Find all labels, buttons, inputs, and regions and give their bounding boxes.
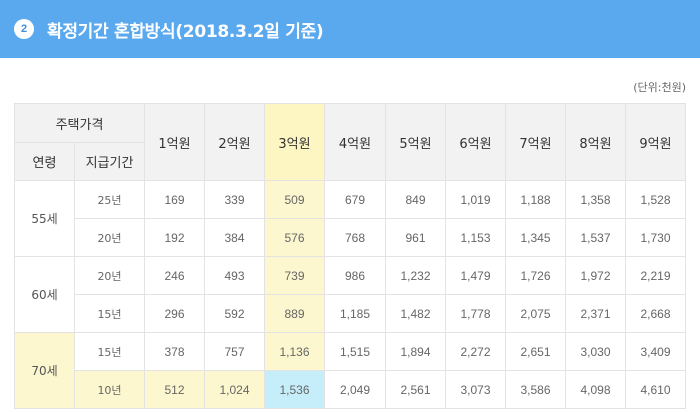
value-cell: 4,610: [625, 370, 686, 409]
value-cell: 592: [204, 294, 265, 333]
value-cell: 1,019: [445, 180, 506, 219]
pension-table: 주택가격 1억원 2억원 3억원 4억원 5억원 6억원 7억원 8억원 9억원…: [14, 103, 686, 409]
value-cell: 512: [144, 370, 205, 409]
table-row: 15년 296 592 889 1,185 1,482 1,778 2,075 2,371 2,6…: [15, 294, 686, 333]
header-house-price: 주택가격: [14, 103, 145, 143]
value-cell: 493: [204, 256, 265, 295]
value-cell: 1,232: [385, 256, 446, 295]
value-cell: 1,537: [565, 218, 626, 257]
value-cell: 192: [144, 218, 205, 257]
period-cell: 20년: [74, 256, 145, 295]
section-number-badge: 2: [14, 19, 34, 39]
age-cell: 60세: [14, 256, 75, 333]
value-cell: 1,153: [445, 218, 506, 257]
value-cell: 2,219: [625, 256, 686, 295]
value-cell: 2,049: [324, 370, 386, 409]
column-header: 2억원: [204, 103, 265, 181]
column-header: 6억원: [445, 103, 506, 181]
value-cell: 768: [324, 218, 386, 257]
value-cell: 739: [264, 256, 325, 295]
value-cell: 509: [264, 180, 325, 219]
value-cell: 1,482: [385, 294, 446, 333]
value-cell: 1,894: [385, 332, 446, 371]
value-cell: 679: [324, 180, 386, 219]
value-cell: 1,185: [324, 294, 386, 333]
period-cell: 25년: [74, 180, 145, 219]
value-cell: 246: [144, 256, 205, 295]
value-cell: 2,651: [505, 332, 566, 371]
value-cell: 1,024: [204, 370, 265, 409]
value-cell: 849: [385, 180, 446, 219]
period-cell: 20년: [74, 218, 145, 257]
value-cell: 169: [144, 180, 205, 219]
period-cell: 10년: [74, 370, 145, 409]
value-cell: 378: [144, 332, 205, 371]
value-cell: 296: [144, 294, 205, 333]
section-header: 2 확정기간 혼합방식(2018.3.2일 기준): [0, 0, 700, 58]
table-row: 55세 25년 169 339 509 679 849 1,019 1,188 1,358 1,52…: [14, 180, 686, 257]
value-cell: 889: [264, 294, 325, 333]
value-cell: 2,561: [385, 370, 446, 409]
period-cell: 15년: [74, 332, 145, 371]
header-period: 지급기간: [74, 142, 145, 181]
value-cell: 1,536: [264, 370, 325, 409]
age-cell: 55세: [14, 180, 75, 257]
value-cell: 1,479: [445, 256, 506, 295]
column-header: 8억원: [565, 103, 626, 181]
column-header-highlighted: 3억원: [264, 103, 325, 181]
column-header: 9억원: [625, 103, 686, 181]
header-age: 연령: [14, 142, 75, 181]
value-cell: 3,073: [445, 370, 506, 409]
column-header: 4억원: [324, 103, 386, 181]
value-cell: 2,272: [445, 332, 506, 371]
value-cell: 757: [204, 332, 265, 371]
value-cell: 1,188: [505, 180, 566, 219]
value-cell: 576: [264, 218, 325, 257]
value-cell: 986: [324, 256, 386, 295]
value-cell: 2,668: [625, 294, 686, 333]
value-cell: 3,030: [565, 332, 626, 371]
table-row: 20년 192 384 576 768 961 1,153 1,345 1,537 1,730: [15, 218, 686, 257]
value-cell: 1,730: [625, 218, 686, 257]
value-cell: 3,586: [505, 370, 566, 409]
value-cell: 2,371: [565, 294, 626, 333]
value-cell: 4,098: [565, 370, 626, 409]
unit-note: (단위:천원): [633, 81, 686, 94]
value-cell: 339: [204, 180, 265, 219]
period-cell: 15년: [74, 294, 145, 333]
table-row: 10년 512 1,024 1,536 2,049 2,561 3,073 3,586 4,09…: [15, 370, 686, 409]
value-cell: 1,972: [565, 256, 626, 295]
table-row: 70세 15년 378 757 1,136 1,515 1,894 2,272 2,651 3,0…: [14, 332, 686, 409]
table-row: 60세 20년 246 493 739 986 1,232 1,479 1,726 1,972 2,…: [14, 256, 686, 333]
value-cell: 1,345: [505, 218, 566, 257]
value-cell: 1,726: [505, 256, 566, 295]
column-header: 1억원: [144, 103, 205, 181]
value-cell: 1,528: [625, 180, 686, 219]
column-header: 5억원: [385, 103, 446, 181]
value-cell: 3,409: [625, 332, 686, 371]
value-cell: 1,136: [264, 332, 325, 371]
value-cell: 1,778: [445, 294, 506, 333]
value-cell: 1,515: [324, 332, 386, 371]
age-cell: 70세: [14, 332, 75, 409]
value-cell: 961: [385, 218, 446, 257]
section-title: 확정기간 혼합방식(2018.3.2일 기준): [47, 21, 324, 42]
value-cell: 384: [204, 218, 265, 257]
value-cell: 2,075: [505, 294, 566, 333]
column-header: 7억원: [505, 103, 566, 181]
value-cell: 1,358: [565, 180, 626, 219]
